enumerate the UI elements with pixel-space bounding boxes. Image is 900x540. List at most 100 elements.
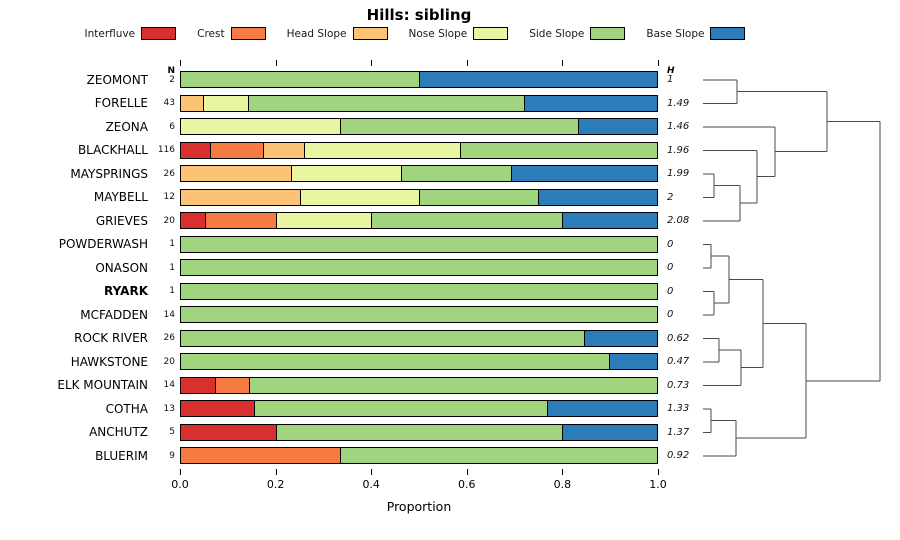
stacked-bar (180, 71, 658, 89)
row-h-value: 1 (667, 74, 674, 86)
row-h-value: 0 (667, 309, 674, 321)
bar-segment-side-slope (339, 119, 578, 135)
row-label: MAYBELL (93, 190, 148, 205)
row-n-value: 12 (163, 192, 175, 203)
x-tick (371, 60, 373, 66)
row-label: BLUERIM (95, 448, 148, 463)
stacked-bar (180, 306, 658, 324)
bar-segment-side-slope (248, 377, 657, 393)
bar-segment-interfluve (181, 377, 215, 393)
stacked-bar (180, 400, 658, 418)
legend-item-base-slope: Base Slope (646, 27, 746, 40)
stacked-bar (180, 141, 658, 159)
bar-row-elk-mountain: ELK MOUNTAIN 14 0.73 (0, 374, 900, 398)
bar-segment-nose-slope (303, 142, 460, 158)
row-n-value: 14 (163, 309, 175, 320)
x-tick (562, 469, 564, 475)
legend-label: Head Slope (286, 27, 347, 40)
bar-rows: ZEOMONT 2 1 FORELLE 43 1.49 ZEONA 6 1.46 BLACKHAL… (0, 68, 900, 468)
bar-row-rock-river: ROCK RIVER 26 0.62 (0, 327, 900, 351)
stacked-bar (180, 94, 658, 112)
row-h-value: 1.46 (667, 121, 690, 133)
bar-row-grieves: GRIEVES 20 2.08 (0, 209, 900, 233)
bar-row-maysprings: MAYSPRINGS 26 1.99 (0, 162, 900, 186)
bar-segment-base-slope (561, 424, 657, 440)
bar-segment-crest (181, 448, 340, 464)
bar-segment-side-slope (254, 401, 548, 417)
bar-segment-base-slope (609, 354, 657, 370)
row-n-value: 2 (169, 74, 175, 85)
legend-label: Side Slope (529, 27, 585, 40)
x-tick-label: 0.6 (458, 478, 476, 491)
legend-swatch-nose-slope (473, 27, 509, 40)
stacked-bar (180, 282, 658, 300)
row-n-value: 5 (169, 427, 175, 438)
row-n-value: 14 (163, 380, 175, 391)
bar-segment-crest (209, 142, 263, 158)
bar-row-bluerim: BLUERIM 9 0.92 (0, 444, 900, 468)
row-n-value: 20 (163, 215, 175, 226)
bar-segment-head-slope (181, 166, 291, 182)
row-n-value: 26 (163, 168, 175, 179)
row-n-value: 6 (169, 121, 175, 132)
row-h-value: 1.49 (667, 97, 690, 109)
bar-segment-base-slope (577, 119, 657, 135)
row-label: POWDERWASH (58, 237, 148, 252)
bar-segment-nose-slope (203, 95, 248, 111)
bar-segment-base-slope (538, 189, 657, 205)
x-tick (466, 60, 468, 66)
x-tick (658, 60, 659, 66)
row-h-value: 2.08 (667, 215, 690, 227)
bar-segment-side-slope (276, 424, 562, 440)
stacked-bar (180, 447, 658, 465)
bar-segment-side-slope (181, 330, 584, 346)
bar-segment-side-slope (371, 213, 562, 229)
row-label: COTHA (105, 401, 148, 416)
row-label: FORELLE (94, 96, 148, 111)
row-label: ELK MOUNTAIN (57, 378, 148, 393)
legend-swatch-crest (230, 27, 266, 40)
legend-label: Crest (197, 27, 225, 40)
bar-segment-interfluve (181, 142, 210, 158)
row-n-value: 43 (163, 98, 175, 109)
bar-segment-base-slope (419, 72, 657, 88)
legend-item-side-slope: Side Slope (529, 27, 626, 40)
stacked-bar (180, 329, 658, 347)
row-label: GRIEVES (95, 213, 148, 228)
bar-segment-side-slope (181, 260, 657, 276)
x-tick-label: 0.4 (362, 478, 380, 491)
row-h-value: 1.99 (667, 168, 690, 180)
bar-segment-side-slope (400, 166, 511, 182)
row-label: ROCK RIVER (74, 331, 148, 346)
row-n-value: 13 (163, 403, 175, 414)
x-tick (562, 60, 564, 66)
bar-row-onason: ONASON 1 0 (0, 256, 900, 280)
row-h-value: 0 (667, 262, 674, 274)
row-h-value: 0.47 (667, 356, 690, 368)
row-h-value: 0 (667, 285, 674, 297)
row-n-value: 1 (169, 239, 175, 250)
bar-segment-side-slope (181, 354, 610, 370)
row-label: MAYSPRINGS (70, 166, 148, 181)
row-h-value: 1.37 (667, 426, 690, 438)
bar-segment-head-slope (181, 189, 300, 205)
stacked-bar (180, 165, 658, 183)
bar-row-blackhall: BLACKHALL 116 1.96 (0, 139, 900, 163)
n-column-header: N (167, 66, 175, 76)
row-n-value: 20 (163, 356, 175, 367)
bar-segment-side-slope (181, 283, 657, 299)
bar-segment-interfluve (181, 424, 277, 440)
x-tick (275, 60, 277, 66)
x-tick (180, 60, 181, 66)
row-n-value: 116 (157, 145, 175, 156)
legend: Interfluve Crest Head Slope Nose Slope Side … (20, 27, 810, 40)
row-label: BLACKHALL (77, 143, 148, 158)
bar-segment-nose-slope (181, 119, 340, 135)
bar-row-ryark: RYARK 1 0 (0, 280, 900, 304)
bar-segment-nose-slope (290, 166, 401, 182)
x-tick (466, 469, 468, 475)
row-label: ONASON (95, 260, 148, 275)
row-h-value: 1.96 (667, 144, 690, 156)
bar-segment-base-slope (510, 166, 657, 182)
